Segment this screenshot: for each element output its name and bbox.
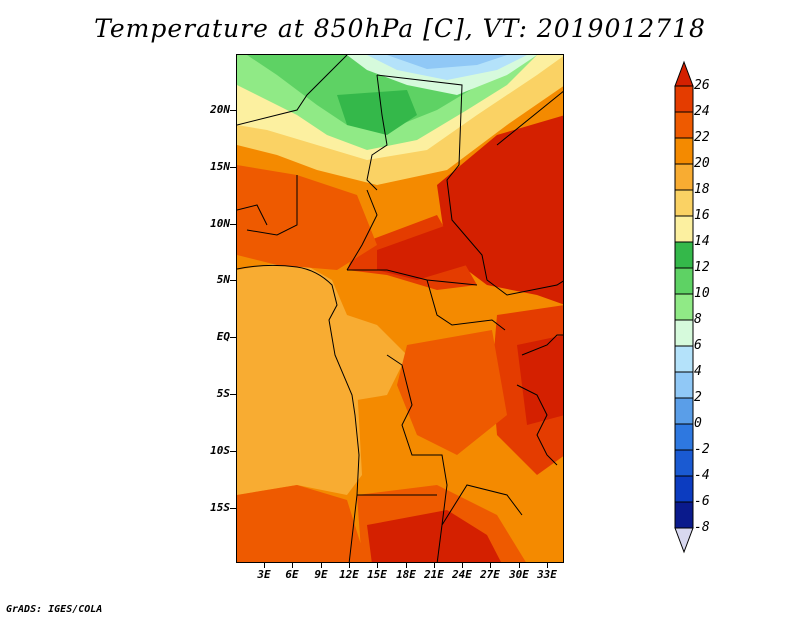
colorbar-label: 26 bbox=[694, 78, 710, 93]
lon-tick bbox=[490, 563, 491, 568]
lon-label: 12E bbox=[339, 568, 359, 581]
lat-tick bbox=[230, 224, 236, 225]
colorbar-swatch bbox=[674, 423, 694, 451]
lat-tick bbox=[230, 394, 236, 395]
lon-label: 15E bbox=[367, 568, 387, 581]
lat-tick bbox=[230, 280, 236, 281]
lat-tick bbox=[230, 167, 236, 168]
colorbar-label: 4 bbox=[694, 364, 702, 379]
colorbar-label: 20 bbox=[694, 156, 710, 171]
lon-tick bbox=[519, 563, 520, 568]
lon-tick bbox=[292, 563, 293, 568]
lat-label: 5S bbox=[216, 387, 230, 400]
colorbar-swatch bbox=[674, 215, 694, 243]
field-central-core bbox=[377, 225, 467, 280]
lat-label: 10S bbox=[210, 444, 230, 457]
field-south-core bbox=[367, 510, 501, 562]
lon-label: 33E bbox=[537, 568, 557, 581]
field-southwest bbox=[237, 485, 367, 562]
lon-label: 9E bbox=[314, 568, 328, 581]
lon-label: 21E bbox=[424, 568, 444, 581]
temperature-field bbox=[237, 55, 563, 562]
colorbar-label: 0 bbox=[694, 416, 702, 431]
colorbar-swatch bbox=[674, 267, 694, 295]
colorbar-swatch bbox=[674, 189, 694, 217]
colorbar-label: 2 bbox=[694, 390, 702, 405]
lat-tick bbox=[230, 337, 236, 338]
colorbar-swatch bbox=[674, 241, 694, 269]
lat-label: EQ bbox=[216, 330, 230, 343]
colorbar-top-arrow bbox=[674, 60, 694, 87]
field-east-hot bbox=[437, 115, 563, 305]
field-blue bbox=[387, 55, 507, 69]
colorbar-swatch bbox=[674, 293, 694, 321]
colorbar bbox=[674, 60, 694, 554]
lon-label: 30E bbox=[509, 568, 529, 581]
lon-label: 3E bbox=[257, 568, 271, 581]
colorbar-label: 16 bbox=[694, 208, 710, 223]
colorbar-swatch bbox=[674, 85, 694, 113]
colorbar-swatch bbox=[674, 371, 694, 399]
lat-label: 5N bbox=[216, 273, 230, 286]
lon-tick bbox=[406, 563, 407, 568]
colorbar-swatch bbox=[674, 111, 694, 139]
colorbar-label: 10 bbox=[694, 286, 710, 301]
lon-label: 24E bbox=[452, 568, 472, 581]
colorbar-label: 22 bbox=[694, 130, 710, 145]
field-center bbox=[397, 330, 507, 455]
lat-tick bbox=[230, 508, 236, 509]
lat-label: 15S bbox=[210, 501, 230, 514]
field-northwest bbox=[237, 165, 377, 270]
lat-label: 20N bbox=[210, 103, 230, 116]
lat-tick bbox=[230, 451, 236, 452]
colorbar-label: 24 bbox=[694, 104, 710, 119]
colorbar-swatch bbox=[674, 501, 694, 529]
lon-tick bbox=[264, 563, 265, 568]
colorbar-swatch bbox=[674, 397, 694, 425]
lon-label: 27E bbox=[480, 568, 500, 581]
credit-text: GrADS: IGES/COLA bbox=[6, 604, 103, 615]
lat-label: 15N bbox=[210, 160, 230, 173]
colorbar-label: 12 bbox=[694, 260, 710, 275]
lon-tick bbox=[349, 563, 350, 568]
colorbar-label: -2 bbox=[694, 442, 710, 457]
field-central-warm bbox=[332, 310, 407, 400]
lon-label: 6E bbox=[285, 568, 299, 581]
lon-tick bbox=[434, 563, 435, 568]
field-east-core bbox=[517, 335, 563, 425]
colorbar-label: -4 bbox=[694, 468, 710, 483]
colorbar-swatch bbox=[674, 319, 694, 347]
colorbar-bottom-arrow bbox=[674, 527, 694, 554]
colorbar-label: -6 bbox=[694, 494, 710, 509]
country-borders bbox=[237, 55, 563, 562]
map-title: Temperature at 850hPa [C], VT: 201901271… bbox=[94, 14, 706, 43]
lon-tick bbox=[321, 563, 322, 568]
colorbar-label: -8 bbox=[694, 520, 710, 535]
colorbar-swatch bbox=[674, 449, 694, 477]
colorbar-swatch bbox=[674, 345, 694, 373]
colorbar-swatch bbox=[674, 163, 694, 191]
colorbar-label: 18 bbox=[694, 182, 710, 197]
lat-label: 10N bbox=[210, 217, 230, 230]
colorbar-label: 6 bbox=[694, 338, 702, 353]
lon-tick bbox=[547, 563, 548, 568]
colorbar-swatch bbox=[674, 475, 694, 503]
colorbar-label: 8 bbox=[694, 312, 702, 327]
lon-label: 18E bbox=[396, 568, 416, 581]
lon-tick bbox=[377, 563, 378, 568]
colorbar-label: 14 bbox=[694, 234, 710, 249]
lat-tick bbox=[230, 110, 236, 111]
field-green-dark bbox=[337, 90, 417, 135]
lon-tick bbox=[462, 563, 463, 568]
colorbar-swatch bbox=[674, 137, 694, 165]
temperature-map bbox=[236, 54, 564, 563]
field-west-warm bbox=[237, 260, 362, 495]
